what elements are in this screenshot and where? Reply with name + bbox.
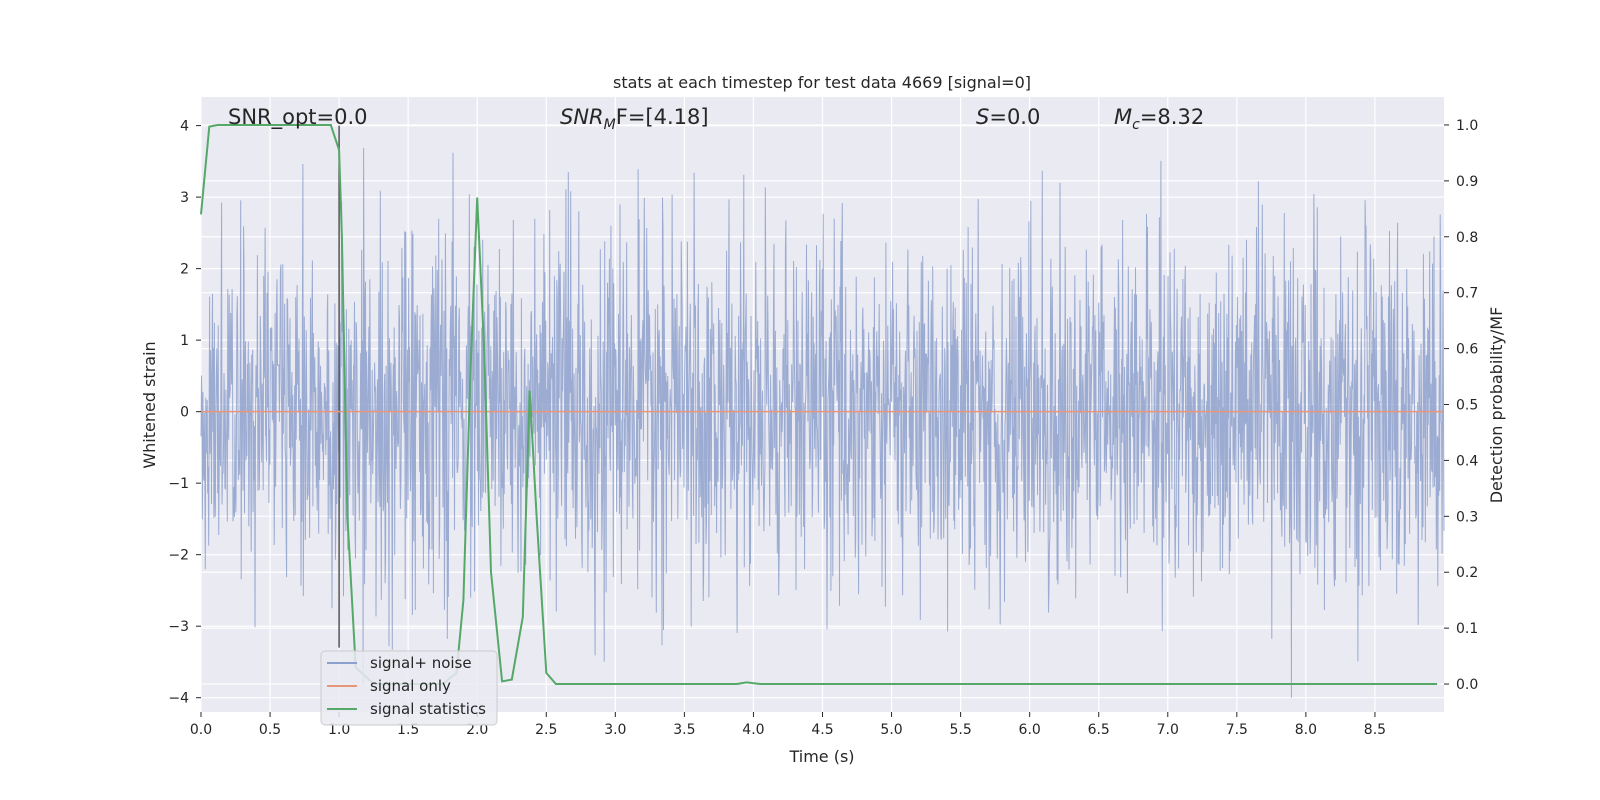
y2-axis-label: Detection probability/MF bbox=[1487, 307, 1506, 504]
y-tick-label: 4 bbox=[180, 119, 189, 135]
x-tick-label: 3.0 bbox=[604, 722, 626, 738]
y-tick-label: 2 bbox=[180, 262, 189, 278]
x-tick-label: 0.0 bbox=[190, 722, 212, 738]
y2-tick-label: 0.9 bbox=[1456, 174, 1478, 190]
annotation-snr-opt: SNR_opt=0.0 bbox=[228, 105, 368, 130]
x-tick-label: 4.5 bbox=[811, 722, 833, 738]
y-tick-label: −2 bbox=[168, 548, 189, 564]
legend-label-signal-statistics: signal statistics bbox=[370, 700, 486, 718]
x-tick-label: 2.5 bbox=[535, 722, 557, 738]
signal-statistics-line bbox=[200, 124, 1438, 685]
legend: signal+ noise signal only signal statist… bbox=[320, 650, 498, 726]
y2-tick-label: 0.0 bbox=[1456, 677, 1478, 693]
x-tick-label: 7.5 bbox=[1226, 722, 1248, 738]
x-axis-ticks: 0.0 0.5 1.0 1.5 2.0 2.5 3.0 3.5 4.0 4.5 5.0 5.5 6.0 6… bbox=[190, 712, 1386, 738]
y-axis-ticks: −4 −3 −2 −1 0 1 2 3 4 bbox=[168, 119, 201, 707]
signal-noise-series bbox=[200, 147, 1445, 698]
x-tick-label: 1.0 bbox=[328, 722, 350, 738]
x-tick-label: 7.0 bbox=[1157, 722, 1179, 738]
y2-tick-label: 0.5 bbox=[1456, 398, 1478, 414]
y-tick-label: 3 bbox=[180, 190, 189, 206]
signal-noise-line bbox=[200, 147, 1445, 698]
y-tick-label: −1 bbox=[168, 476, 189, 492]
y2-tick-label: 0.6 bbox=[1456, 342, 1478, 358]
snr-mf-main: SNR bbox=[560, 105, 604, 129]
snr-mf-sub: M bbox=[604, 117, 616, 133]
mc-main: M bbox=[1114, 105, 1132, 129]
legend-box bbox=[320, 650, 498, 726]
y2-tick-label: 0.8 bbox=[1456, 230, 1478, 246]
annotation-s: S=0.0 bbox=[976, 105, 1040, 129]
x-axis-label: Time (s) bbox=[788, 747, 854, 766]
x-tick-label: 8.5 bbox=[1364, 722, 1386, 738]
y-axis-label: Whitened strain bbox=[140, 341, 159, 468]
x-tick-label: 0.5 bbox=[259, 722, 281, 738]
y-tick-label: −4 bbox=[168, 691, 189, 707]
y2-tick-label: 0.3 bbox=[1456, 509, 1478, 525]
y-tick-label: 1 bbox=[180, 333, 189, 349]
x-tick-label: 6.5 bbox=[1088, 722, 1110, 738]
legend-label-signal-only: signal only bbox=[370, 677, 451, 695]
x-tick-label: 4.0 bbox=[742, 722, 764, 738]
s-rest: =0.0 bbox=[989, 105, 1040, 129]
x-tick-label: 5.0 bbox=[880, 722, 902, 738]
mc-sub: c bbox=[1132, 117, 1140, 133]
x-tick-label: 1.5 bbox=[397, 722, 419, 738]
y-tick-label: 0 bbox=[180, 405, 189, 421]
line-series bbox=[200, 124, 1444, 685]
annotation-mc: Mc=8.32 bbox=[1114, 105, 1204, 133]
mc-rest: =8.32 bbox=[1140, 105, 1204, 129]
y2-tick-label: 1.0 bbox=[1456, 118, 1478, 134]
s-main: S bbox=[976, 105, 989, 129]
x-tick-label: 2.0 bbox=[466, 722, 488, 738]
x-tick-label: 8.0 bbox=[1295, 722, 1317, 738]
legend-label-signal-noise: signal+ noise bbox=[370, 654, 472, 672]
y2-tick-label: 0.7 bbox=[1456, 286, 1478, 302]
x-tick-label: 6.0 bbox=[1019, 722, 1041, 738]
annotation-snr-mf: SNRMF=[4.18] bbox=[560, 105, 709, 133]
x-tick-label: 3.5 bbox=[673, 722, 695, 738]
y2-tick-label: 0.4 bbox=[1456, 453, 1478, 469]
y2-tick-label: 0.2 bbox=[1456, 565, 1478, 581]
y2-axis-ticks: 0.0 0.1 0.2 0.3 0.4 0.5 0.6 0.7 0.8 0.9 1.0 bbox=[1444, 118, 1478, 693]
chart-title: stats at each timestep for test data 466… bbox=[613, 73, 1031, 92]
x-tick-label: 5.5 bbox=[949, 722, 971, 738]
y2-tick-label: 0.1 bbox=[1456, 621, 1478, 637]
y-tick-label: −3 bbox=[168, 619, 189, 635]
snr-mf-rest: F=[4.18] bbox=[616, 105, 709, 129]
